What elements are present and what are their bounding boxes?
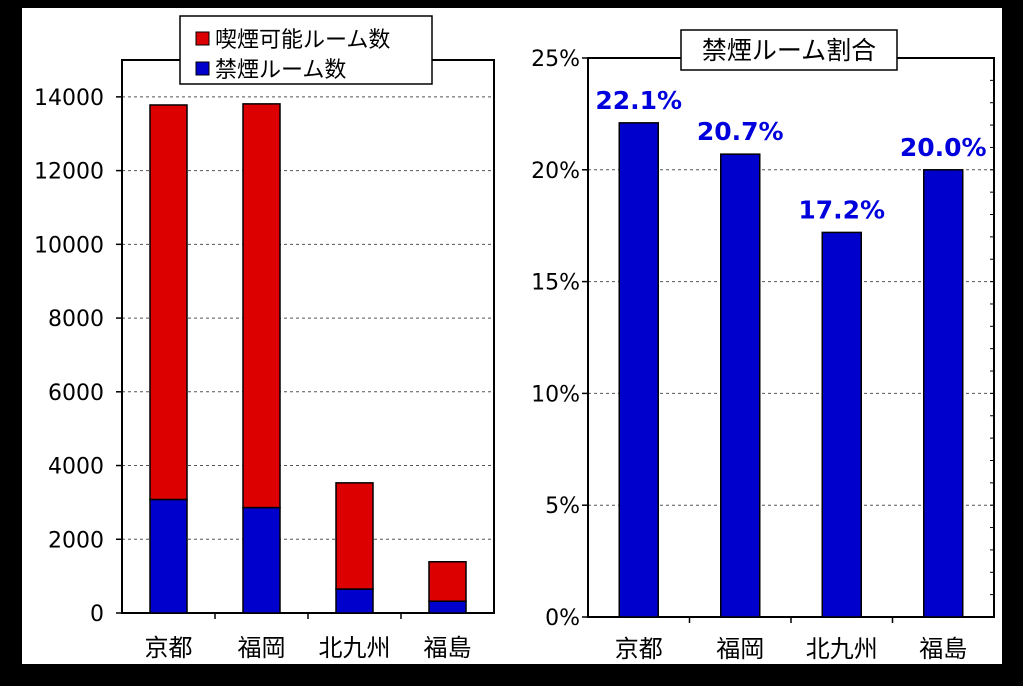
bar-nonsmoking	[242, 506, 281, 614]
bar-smoking	[149, 104, 188, 501]
y-tick-label: 6000	[48, 381, 104, 406]
stacked-bar-chart: 0 2000 4000 6000 8000 10000 12000 14000 京都 福岡 北九州 福…	[34, 15, 495, 662]
data-label: 22.1%	[595, 86, 682, 115]
y-tick-label: 0%	[545, 606, 580, 631]
data-label: 20.0%	[900, 133, 987, 162]
x-tick-label: 京都	[615, 635, 663, 663]
x-tick-label: 福島	[424, 634, 472, 662]
data-label: 20.7%	[697, 117, 784, 146]
y-tick-label: 2000	[48, 528, 104, 553]
legend-swatch-nonsmoking	[195, 61, 210, 76]
bar-smoking	[335, 482, 374, 590]
bar-nonsmoking	[335, 588, 374, 614]
y-tick-label: 0	[90, 602, 104, 627]
bar-ratio	[923, 169, 964, 618]
y-tick-label: 4000	[48, 455, 104, 480]
x-tick-label: 北九州	[319, 634, 391, 662]
x-tick-label: 福島	[919, 635, 967, 663]
y-tick-label: 25%	[531, 47, 580, 72]
bar-smoking	[428, 561, 467, 602]
x-tick-label: 福岡	[238, 634, 286, 662]
y-tick-label: 8000	[48, 307, 104, 332]
legend-box	[179, 15, 433, 85]
y-tick-label: 14000	[34, 86, 104, 111]
data-label: 17.2%	[798, 195, 885, 224]
y-tick-label: 15%	[531, 271, 580, 296]
x-tick-label: 福岡	[716, 635, 764, 663]
title-box	[680, 29, 898, 71]
ratio-bar-chart: 0% 5% 10% 15% 20% 25% 京都 22.1% 福岡 20.7% 北九州 17.2% 福島…	[531, 29, 995, 663]
x-tick-label: 北九州	[806, 635, 878, 663]
bar-smoking	[242, 103, 281, 509]
x-tick-label: 京都	[145, 634, 193, 662]
y-tick-label: 5%	[545, 494, 580, 519]
legend-swatch-smoking	[195, 31, 210, 46]
y-tick-label: 10000	[34, 233, 104, 258]
legend-label-smoking: 喫煙可能ルーム数	[215, 28, 390, 53]
y-tick-label: 12000	[34, 160, 104, 185]
bar-ratio	[821, 231, 862, 618]
bar-ratio	[618, 122, 659, 618]
chart-title: 禁煙ルーム割合	[702, 36, 876, 65]
bar-ratio	[720, 153, 761, 618]
y-tick-label: 20%	[531, 159, 580, 184]
legend-label-nonsmoking: 禁煙ルーム数	[215, 58, 346, 83]
y-tick-label: 10%	[531, 382, 580, 407]
bar-nonsmoking	[149, 498, 188, 614]
bar-nonsmoking	[428, 600, 467, 614]
